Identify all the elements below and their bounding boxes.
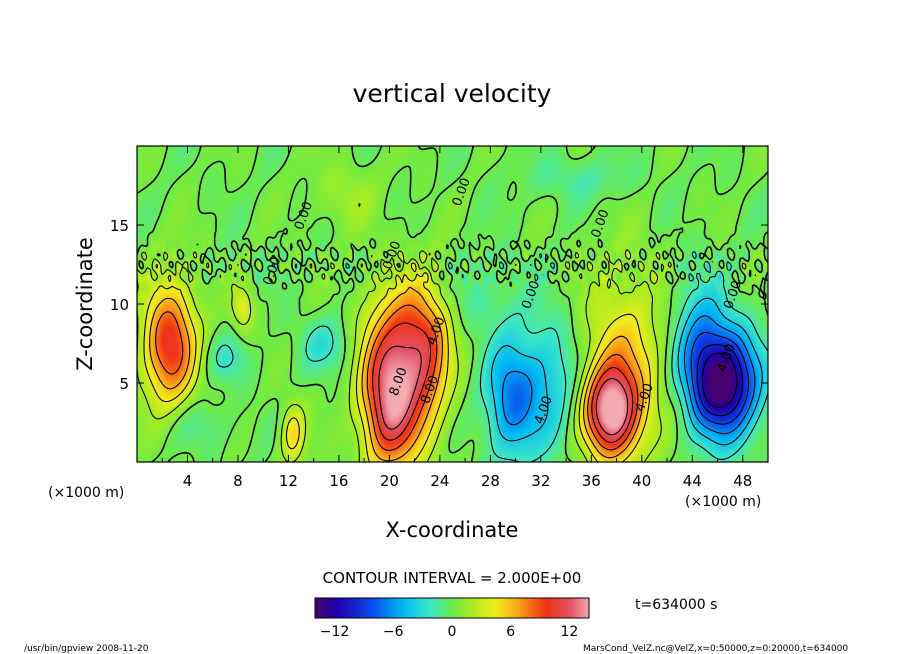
contour-level-neg2 [215, 251, 768, 462]
x-axis-ticks: 4 8 12 16 20 24 28 32 36 40 44 48 [161, 146, 752, 490]
x-tick-label: 32 [531, 472, 550, 490]
time-label: t=634000 s [635, 597, 717, 613]
colorbar-tick-label: 0 [448, 624, 457, 640]
velocity-field-heatmap [137, 146, 768, 462]
plot-area: 0.000.000.000.000.000.000.004.008.00 8.00… [110, 145, 769, 490]
x-tick-label: 48 [733, 472, 752, 490]
x-tick-label: 4 [183, 472, 193, 490]
contour-level-6 [149, 286, 645, 462]
chart-title: vertical velocity [353, 79, 552, 108]
footer-right: MarsCond_VelZ.nc@VelZ,x=0:50000,z=0:2000… [583, 644, 848, 654]
x-tick-label: 44 [683, 472, 702, 490]
contour-lines [137, 146, 768, 462]
contour-level-4 [143, 262, 651, 462]
contour-level-12 [378, 345, 629, 436]
colorbar: −12 −6 0 6 12 [314, 597, 590, 640]
y-tick-label: 5 [119, 375, 129, 393]
contour-level-10 [372, 322, 634, 443]
contour-interval-label: CONTOUR INTERVAL = 2.000E+00 [323, 569, 582, 587]
x-axis-title: X-coordinate [386, 518, 519, 542]
y-axis-ticks: 5 10 15 [110, 217, 768, 393]
colorbar-gradient [315, 598, 589, 618]
contour-level-neg4 [490, 297, 763, 446]
x-tick-label: 24 [430, 472, 449, 490]
x-tick-label: 28 [481, 472, 500, 490]
colorbar-tick-label: 12 [561, 624, 579, 640]
y-tick-label: 15 [110, 217, 129, 235]
contour-level-neg12 [701, 352, 738, 408]
contour-level-0 [137, 146, 768, 462]
x-tick-label: 40 [632, 472, 651, 490]
x-tick-label: 20 [380, 472, 399, 490]
x-unit-label-left: (×1000 m) [48, 485, 124, 501]
colorbar-frame [314, 597, 590, 619]
y-axis-title: Z-coordinate [73, 237, 97, 371]
contour-level-neg10 [696, 344, 744, 417]
footer-left: /usr/bin/gpview 2008-11-20 [24, 644, 149, 654]
y-tick-label: 10 [110, 296, 129, 314]
x-tick-label: 12 [279, 472, 298, 490]
x-unit-label-right: (×1000 m) [685, 494, 761, 510]
contour-level-neg8 [690, 331, 750, 425]
colorbar-tick-label: −12 [320, 624, 350, 640]
x-tick-label: 36 [582, 472, 601, 490]
x-tick-label: 16 [329, 472, 348, 490]
x-tick-label: 8 [233, 472, 243, 490]
colorbar-tick-label: 6 [506, 624, 515, 640]
contour-level-8 [155, 304, 639, 451]
contour-level-neg6 [502, 315, 756, 435]
colorbar-ticks: −12 −6 0 6 12 [320, 624, 579, 640]
contour-level-2 [137, 203, 757, 462]
colorbar-tick-label: −6 [383, 624, 404, 640]
